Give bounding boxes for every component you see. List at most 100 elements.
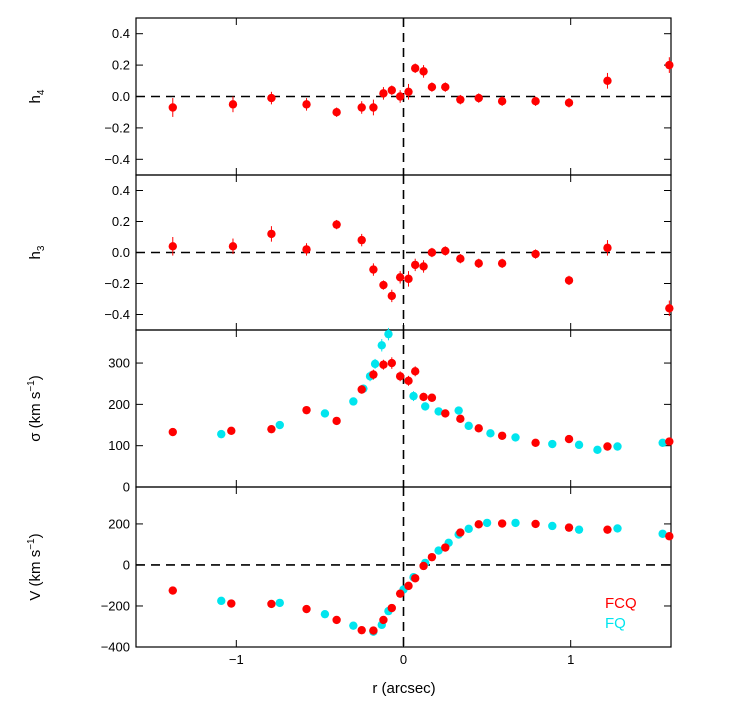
data-point <box>217 429 226 439</box>
y-tick-label: 200 <box>108 397 130 412</box>
x-tick-label: 0 <box>400 652 407 667</box>
y-tick-label: −0.4 <box>104 152 130 167</box>
data-point <box>357 385 366 394</box>
data-point <box>411 367 420 376</box>
data-point <box>379 280 388 290</box>
data-point <box>267 424 276 434</box>
data-point <box>369 626 378 635</box>
data-point <box>379 615 388 625</box>
data-point <box>613 524 622 533</box>
data-point <box>497 97 507 106</box>
data-point <box>603 525 612 534</box>
data-point <box>486 429 495 438</box>
panel-h4: 0.4 0.2 0.0 −0.2 −0.4 h4 <box>27 17 674 176</box>
data-point <box>511 518 520 528</box>
data-point <box>665 532 674 541</box>
data-point <box>332 416 341 426</box>
data-point <box>434 546 443 555</box>
data-point <box>387 291 396 301</box>
y-tick-label: −0.2 <box>104 120 130 135</box>
data-point <box>482 518 492 528</box>
data-point <box>387 86 396 95</box>
data-point <box>441 246 450 256</box>
data-point <box>217 596 226 606</box>
data-point <box>658 529 667 538</box>
data-point <box>548 521 557 531</box>
series-fq-V <box>217 518 667 636</box>
data-point <box>564 523 574 532</box>
y-axis-title: V (km s−1) <box>26 533 44 600</box>
data-point <box>404 376 413 386</box>
data-point <box>227 599 236 608</box>
data-point <box>497 431 507 440</box>
data-point <box>564 98 574 107</box>
y-tick-label: 200 <box>108 516 130 531</box>
data-point <box>379 89 388 98</box>
data-point <box>357 103 366 112</box>
data-point <box>349 397 358 406</box>
data-point <box>320 609 330 619</box>
y-tick-label: −400 <box>101 640 130 655</box>
y-tick-label: 0.2 <box>112 214 130 229</box>
data-point <box>275 420 284 430</box>
data-point <box>464 421 473 431</box>
data-point <box>369 265 378 274</box>
data-point <box>369 370 378 379</box>
legend-entry-fq: FQ <box>605 615 626 632</box>
data-point <box>665 304 674 313</box>
data-point <box>228 100 238 109</box>
y-tick-label: 0.0 <box>112 89 130 104</box>
data-point <box>531 249 540 259</box>
data-point <box>395 92 405 101</box>
data-point <box>267 599 276 609</box>
series-fcq-V <box>168 519 674 635</box>
data-point <box>387 358 396 368</box>
data-point <box>613 442 622 451</box>
data-point <box>227 426 236 436</box>
data-point <box>603 243 612 253</box>
data-point <box>434 407 443 416</box>
y-tick-label: 0.2 <box>112 58 130 73</box>
data-point <box>168 586 177 595</box>
panel-sigma: 300 200 100 0 σ (km s−1) <box>26 327 674 495</box>
data-point <box>411 574 420 583</box>
data-point <box>456 528 465 537</box>
data-point <box>404 274 413 284</box>
data-point <box>419 262 428 271</box>
data-point <box>441 409 450 418</box>
data-point <box>474 520 483 529</box>
y-axis-title: σ (km s−1) <box>26 375 44 442</box>
y-axis-title: h3 <box>27 245 47 259</box>
data-point <box>357 235 366 245</box>
data-point <box>168 242 177 251</box>
data-point <box>267 229 276 239</box>
data-point <box>454 406 463 415</box>
series-fcq-h3 <box>168 219 674 317</box>
x-tick-label: −1 <box>229 652 244 667</box>
data-point <box>357 625 366 635</box>
data-point <box>497 519 507 528</box>
data-point <box>531 438 540 447</box>
data-point <box>441 82 450 92</box>
data-point <box>320 409 330 418</box>
data-point <box>574 440 584 450</box>
data-point <box>419 67 428 76</box>
y-tick-label: −0.2 <box>104 276 130 291</box>
data-point <box>370 359 380 369</box>
y-tick-label: 300 <box>108 356 130 371</box>
data-point <box>332 220 341 229</box>
data-point <box>302 245 311 254</box>
data-point <box>332 615 341 625</box>
y-tick-label: −0.4 <box>104 307 130 322</box>
series-fcq-sigma <box>168 357 674 451</box>
data-point <box>302 100 311 109</box>
y-axis-title: h4 <box>27 89 47 103</box>
data-point <box>379 360 388 369</box>
data-point <box>419 561 428 571</box>
data-point <box>409 391 418 401</box>
data-point <box>302 405 311 415</box>
data-point <box>474 424 483 433</box>
data-point <box>497 259 507 268</box>
data-point <box>464 524 473 534</box>
data-point <box>665 60 674 70</box>
